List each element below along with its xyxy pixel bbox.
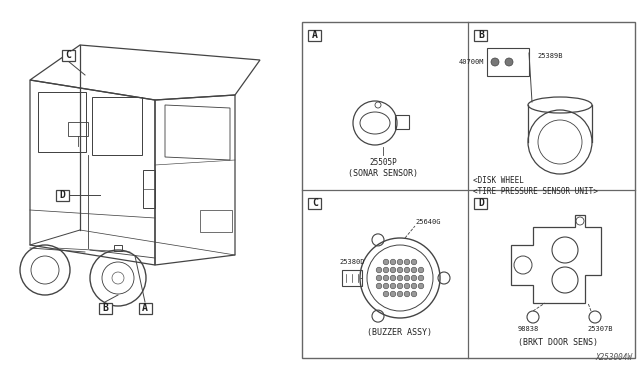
Circle shape — [418, 275, 424, 281]
Circle shape — [390, 283, 396, 289]
Circle shape — [411, 275, 417, 281]
Bar — [92, 97, 142, 155]
Text: (BRKT DOOR SENS): (BRKT DOOR SENS) — [518, 339, 598, 347]
Circle shape — [418, 283, 424, 289]
Text: A: A — [312, 30, 318, 40]
Bar — [308, 198, 321, 208]
Text: (SONAR SENSOR): (SONAR SENSOR) — [348, 169, 418, 177]
Circle shape — [404, 291, 410, 297]
Bar — [38, 92, 86, 152]
Circle shape — [418, 267, 424, 273]
Circle shape — [411, 291, 417, 297]
Circle shape — [376, 267, 382, 273]
Circle shape — [397, 291, 403, 297]
Bar — [99, 302, 111, 314]
Circle shape — [390, 267, 396, 273]
Text: B: B — [102, 303, 108, 313]
Circle shape — [491, 58, 499, 66]
Circle shape — [411, 259, 417, 265]
Bar — [200, 210, 232, 232]
Bar — [143, 170, 155, 208]
Circle shape — [390, 259, 396, 265]
Text: A: A — [142, 303, 148, 313]
Text: 25380D: 25380D — [339, 259, 365, 265]
Bar — [342, 270, 362, 286]
Circle shape — [397, 283, 403, 289]
Text: 25505P: 25505P — [369, 157, 397, 167]
Circle shape — [376, 275, 382, 281]
Text: C: C — [312, 198, 318, 208]
Text: B: B — [478, 30, 484, 40]
Bar — [302, 22, 635, 358]
Bar — [474, 198, 488, 208]
Circle shape — [411, 267, 417, 273]
Circle shape — [383, 291, 388, 297]
Circle shape — [404, 259, 410, 265]
Text: 25307B: 25307B — [588, 326, 612, 332]
Circle shape — [383, 283, 388, 289]
Circle shape — [404, 283, 410, 289]
Text: 98838: 98838 — [517, 326, 539, 332]
Text: D: D — [59, 190, 65, 200]
Bar — [56, 189, 68, 201]
Text: C: C — [65, 50, 71, 60]
Circle shape — [383, 267, 388, 273]
Text: D: D — [478, 198, 484, 208]
Bar — [487, 48, 529, 76]
Bar — [68, 122, 88, 136]
Text: (BUZZER ASSY): (BUZZER ASSY) — [367, 328, 433, 337]
Text: <DISK WHEEL: <DISK WHEEL — [473, 176, 524, 185]
Text: X253004W: X253004W — [595, 353, 632, 362]
Bar — [61, 49, 74, 61]
Bar — [474, 29, 488, 41]
Circle shape — [397, 259, 403, 265]
Circle shape — [505, 58, 513, 66]
Circle shape — [411, 283, 417, 289]
Circle shape — [390, 291, 396, 297]
Circle shape — [404, 275, 410, 281]
Text: 40700M: 40700M — [458, 59, 484, 65]
Text: 25640G: 25640G — [415, 219, 441, 225]
Circle shape — [397, 267, 403, 273]
Bar — [308, 29, 321, 41]
Circle shape — [383, 275, 388, 281]
Circle shape — [404, 267, 410, 273]
Circle shape — [383, 259, 388, 265]
Bar — [114, 245, 122, 251]
Text: <TIRE PRESSURE SENSOR UNIT>: <TIRE PRESSURE SENSOR UNIT> — [473, 186, 598, 196]
Bar — [138, 302, 152, 314]
Circle shape — [397, 275, 403, 281]
Text: 25389B: 25389B — [537, 53, 563, 59]
Circle shape — [376, 283, 382, 289]
Circle shape — [390, 275, 396, 281]
